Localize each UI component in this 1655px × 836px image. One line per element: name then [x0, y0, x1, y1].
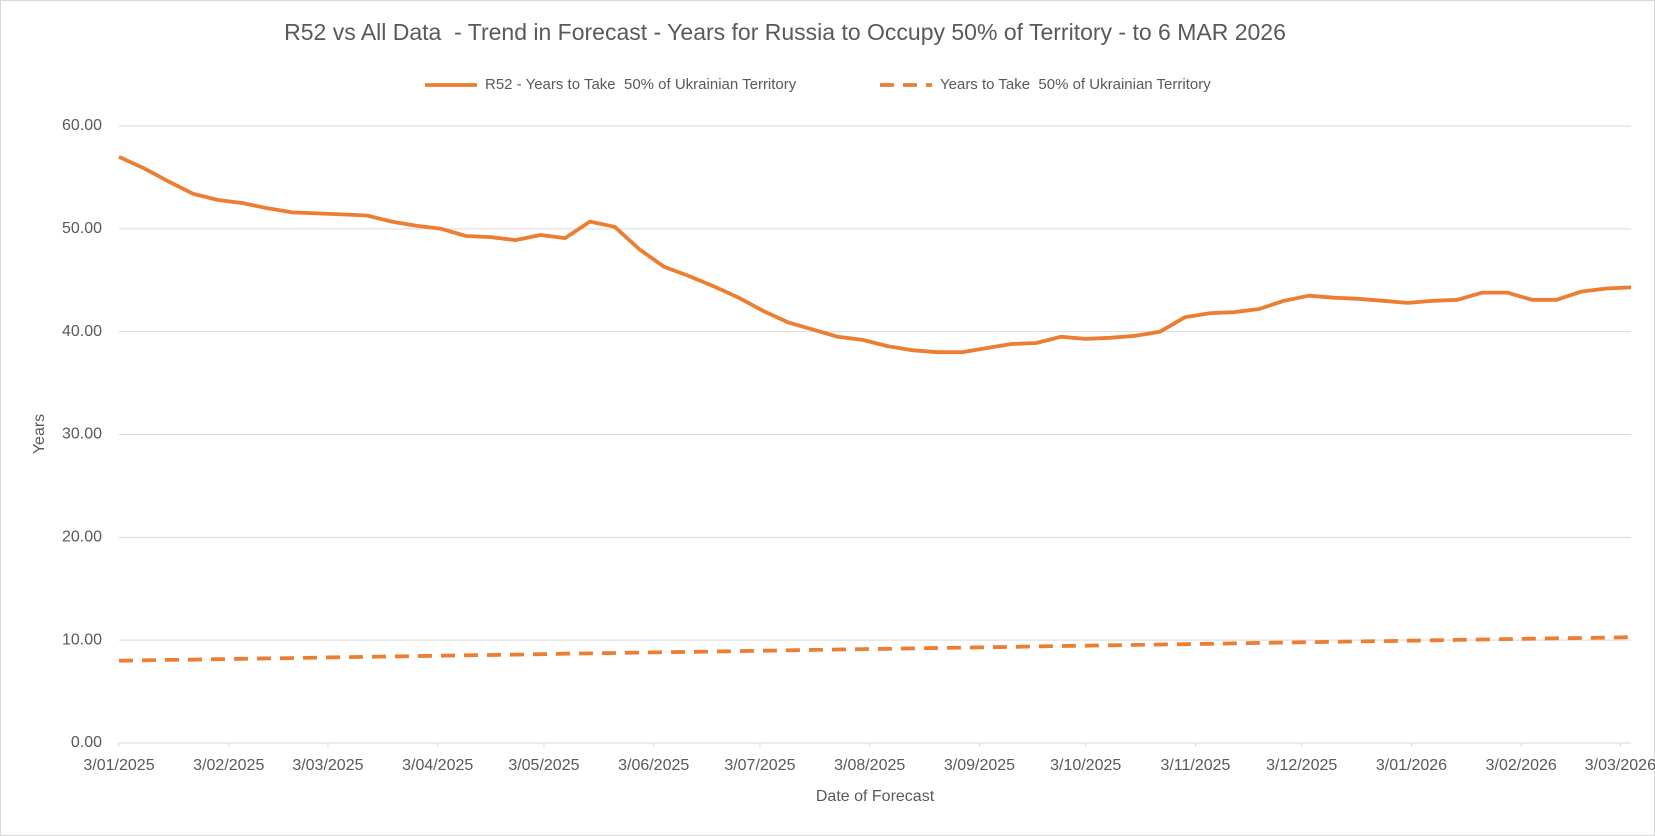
x-axis-title: Date of Forecast — [816, 788, 935, 805]
y-tick-label: 50.00 — [62, 220, 102, 237]
y-tick-label: 30.00 — [62, 426, 102, 443]
chart-title: R52 vs All Data - Trend in Forecast - Ye… — [284, 19, 1286, 45]
x-tick-label: 3/05/2025 — [508, 757, 579, 774]
legend-label: R52 - Years to Take 50% of Ukrainian Ter… — [485, 76, 797, 93]
y-tick-label: 60.00 — [62, 117, 102, 134]
x-tick-label: 3/04/2025 — [402, 757, 473, 774]
y-axis-title: Years — [31, 414, 48, 454]
y-tick-label: 40.00 — [62, 323, 102, 340]
y-tick-label: 20.00 — [62, 529, 102, 546]
x-tick-label: 3/10/2025 — [1050, 757, 1121, 774]
series-line — [118, 155, 1632, 355]
x-tick-label: 3/12/2025 — [1266, 757, 1337, 774]
legend-label: Years to Take 50% of Ukrainian Territory — [940, 76, 1211, 93]
x-tick-label: 3/01/2025 — [83, 757, 154, 774]
x-tick-label: 3/06/2025 — [618, 757, 689, 774]
x-tick-label: 3/07/2025 — [724, 757, 795, 774]
x-tick-label: 3/03/2025 — [292, 757, 363, 774]
x-tick-label: 3/11/2025 — [1160, 757, 1230, 774]
x-tick-label: 3/01/2026 — [1376, 757, 1447, 774]
y-tick-label: 0.00 — [71, 734, 102, 751]
x-tick-label: 3/09/2025 — [944, 757, 1015, 774]
y-tick-label: 10.00 — [62, 631, 102, 648]
x-tick-label: 3/02/2025 — [193, 757, 264, 774]
x-tick-label: 3/03/2026 — [1585, 757, 1655, 774]
x-tick-label: 3/02/2026 — [1486, 757, 1557, 774]
x-tick-label: 3/08/2025 — [834, 757, 905, 774]
